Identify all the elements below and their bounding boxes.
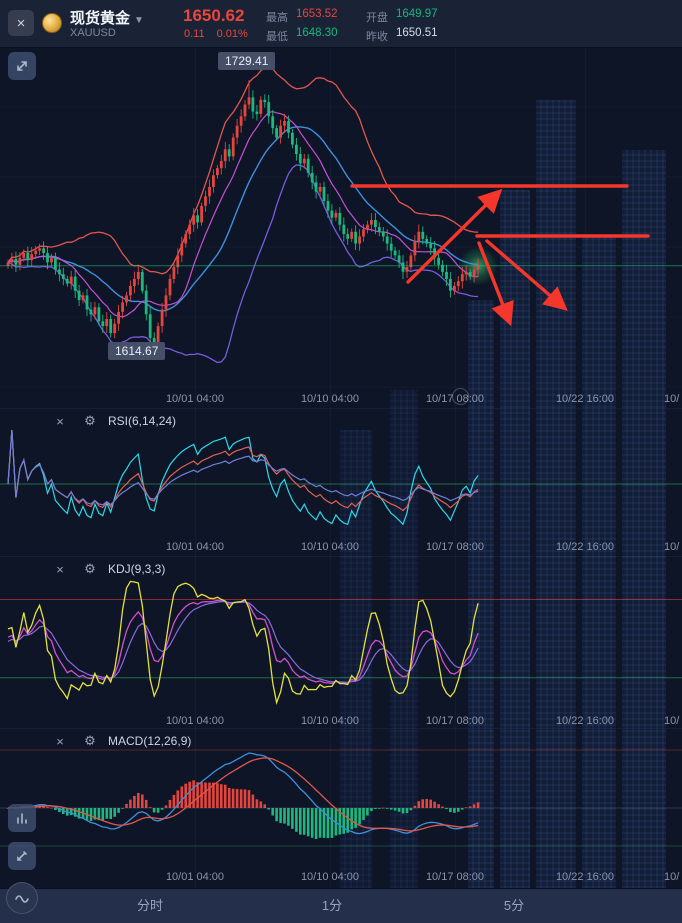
tab-1min[interactable]: 1分 — [321, 898, 343, 913]
high-label: 最高 — [266, 12, 288, 24]
time-axis: 10/01 04:00 10/10 04:00 10/17 08:00 10/22 1… — [0, 541, 682, 555]
time-axis-label: 10/10 04:00 — [300, 715, 360, 727]
gridline — [455, 47, 456, 888]
kdj-panel-header: × ⚙ KDJ(9,3,3) — [52, 560, 165, 578]
time-axis-label: 10/22 16:00 — [555, 871, 615, 883]
time-axis-label: 10/17 08:00 — [425, 871, 485, 883]
tab-timeshare[interactable]: 分时 — [136, 898, 164, 913]
rsi-close-icon[interactable]: × — [56, 413, 64, 429]
rsi-panel-header: × ⚙ RSI(6,14,24) — [52, 412, 176, 430]
high-price-tag: 1729.41 — [218, 52, 276, 70]
macd-settings-icon[interactable]: ⚙ — [84, 733, 96, 748]
instrument-name[interactable]: 现货黄金 ▼ — [70, 10, 144, 27]
time-axis-label: 10/ — [664, 871, 680, 883]
kdj-label: KDJ(9,3,3) — [108, 562, 166, 576]
time-axis-label: 10/10 04:00 — [300, 541, 360, 553]
time-axis-label: 10/10 04:00 — [300, 871, 360, 883]
macd-chart-canvas[interactable] — [0, 728, 682, 871]
chevron-down-icon: ▼ — [134, 15, 144, 26]
main-chart-canvas[interactable] — [0, 47, 682, 393]
gold-coin-icon — [42, 13, 62, 33]
time-axis-label: 10/17 08:00 — [425, 715, 485, 727]
prev-close-value: 1650.51 — [396, 27, 438, 39]
low-price-tag: 1614.67 — [108, 342, 166, 360]
open-value: 1649.97 — [396, 8, 438, 20]
timeframe-tabbar: 分时 1分 5分 — [0, 888, 682, 923]
change-value: 0.11 — [184, 28, 205, 40]
time-axis-label: 10/01 04:00 — [165, 715, 225, 727]
expand-button[interactable] — [8, 52, 36, 80]
rsi-label: RSI(6,14,24) — [108, 414, 177, 428]
time-axis-label: 10/ — [664, 715, 680, 727]
kdj-settings-icon[interactable]: ⚙ — [84, 561, 96, 576]
prev-close-label: 昨收 — [366, 31, 388, 43]
indicator-button[interactable] — [6, 882, 38, 914]
time-axis-label: 10/01 04:00 — [165, 871, 225, 883]
low-value: 1648.30 — [296, 27, 338, 39]
time-axis-label: 10/01 04:00 — [165, 393, 225, 405]
rsi-chart-canvas[interactable] — [0, 408, 682, 541]
pencil-icon — [17, 851, 27, 861]
instrument-code: XAUUSD — [70, 27, 116, 39]
time-axis-label: 10/ — [664, 393, 680, 405]
last-price: 1650.62 — [183, 6, 245, 25]
volume-bars-icon — [17, 813, 27, 824]
time-axis-label: 10/22 16:00 — [555, 715, 615, 727]
gridline — [195, 47, 196, 888]
change-percent: 0.01% — [216, 28, 248, 40]
time-axis: 10/01 04:00 10/10 04:00 10/17 08:00 10/22 1… — [0, 871, 682, 885]
gridline — [585, 47, 586, 888]
time-axis-label: 10/10 04:00 — [300, 393, 360, 405]
price-change: 0.11 0.01% — [184, 28, 260, 40]
expand-icon — [17, 61, 27, 71]
time-axis-label: 10/01 04:00 — [165, 541, 225, 553]
close-icon[interactable]: × — [8, 10, 34, 36]
tab-5min[interactable]: 5分 — [503, 898, 525, 913]
kdj-chart-canvas[interactable] — [0, 556, 682, 715]
macd-close-icon[interactable]: × — [56, 733, 64, 749]
low-label: 最低 — [266, 31, 288, 43]
volume-button[interactable] — [8, 804, 36, 832]
time-axis-label: 10/ — [664, 541, 680, 553]
macd-label: MACD(12,26,9) — [108, 734, 192, 748]
time-axis-label: 10/22 16:00 — [555, 541, 615, 553]
gridline — [330, 47, 331, 888]
time-axis: 10/01 04:00 10/10 04:00 10/17 08:00 10/22 1… — [0, 715, 682, 729]
quote-header: × 现货黄金 ▼ XAUUSD 1650.62 0.11 0.01% 最高 1653… — [0, 0, 682, 48]
high-value: 1653.52 — [296, 8, 338, 20]
open-label: 开盘 — [366, 12, 388, 24]
rsi-settings-icon[interactable]: ⚙ — [84, 413, 96, 428]
watermark-circle-icon — [452, 388, 469, 405]
time-axis-label: 10/22 16:00 — [555, 393, 615, 405]
time-axis-label: 10/17 08:00 — [425, 541, 485, 553]
draw-button[interactable] — [8, 842, 36, 870]
kdj-close-icon[interactable]: × — [56, 561, 64, 577]
macd-panel-header: × ⚙ MACD(12,26,9) — [52, 732, 191, 750]
wave-icon — [15, 895, 29, 903]
time-axis: 10/01 04:00 10/10 04:00 10/17 08:00 10/22 1… — [0, 393, 682, 407]
time-axis-label: 10/17 08:00 — [425, 393, 485, 405]
